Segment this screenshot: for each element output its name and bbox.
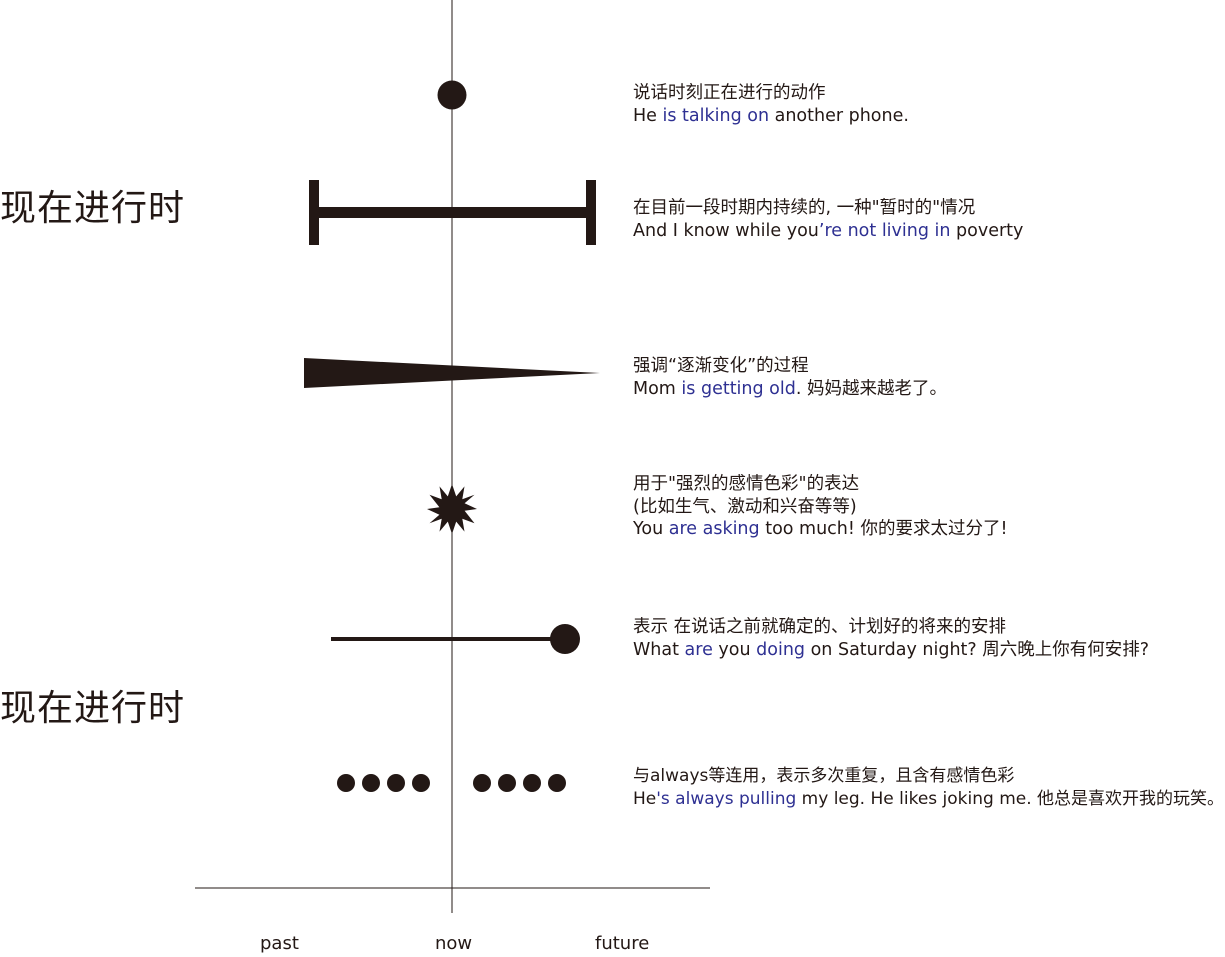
axis-label-now: now [435, 933, 473, 954]
usage-block-planned-future: 表示 在说话之前就确定的、计划好的将来的安排 What are you doin… [633, 616, 1149, 661]
present-moment-dot-icon [437, 80, 467, 110]
emotion-starburst-icon [427, 484, 477, 534]
usage-block-present-moment: 说话时刻正在进行的动作 He is talking on another pho… [633, 82, 909, 127]
usage-heading: 与always等连用，表示多次重复，且含有感情色彩 [633, 766, 1015, 786]
usage-example: And I know while you’re not living in po… [633, 220, 1024, 241]
usage-example: He is talking on another phone. [633, 105, 909, 126]
usage-example: Mom is getting old. 妈妈越来越老了。 [633, 378, 947, 399]
usage-heading-note: (比如生气、激动和兴奋等等) [633, 496, 857, 517]
planned-arrangement-icon [331, 624, 580, 654]
usage-heading: 说话时刻正在进行的动作 [633, 83, 826, 103]
usage-example: You are asking too much! 你的要求太过分了! [633, 519, 1008, 539]
section-title: 现在进行时 [0, 688, 186, 729]
axis-label-past: past [260, 933, 299, 954]
usage-example: What are you doing on Saturday night? 周六… [633, 639, 1150, 660]
usage-heading: 在目前一段时期内持续的, 一种"暂时的"情况 [633, 198, 976, 218]
usage-block-repeated-action: 与always等连用，表示多次重复，且含有感情色彩 He's always pu… [633, 765, 1224, 810]
gradual-change-wedge-icon [304, 358, 600, 388]
temporary-period-bracket-icon [309, 180, 596, 245]
usage-heading: 用于"强烈的感情色彩"的表达 [633, 474, 860, 494]
usage-example: He's always pulling my leg. He likes jok… [633, 788, 1225, 809]
usage-heading: 表示 在说话之前就确定的、计划好的将来的安排 [633, 617, 1007, 637]
axis-label-future: future [595, 933, 650, 954]
usage-block-temporary-period: 在目前一段时期内持续的, 一种"暂时的"情况 And I know while … [633, 197, 1023, 242]
usage-heading: 强调“逐渐变化”的过程 [633, 356, 809, 376]
repeated-action-dots-icon [337, 774, 566, 792]
usage-block-strong-emotion: 用于"强烈的感情色彩"的表达 (比如生气、激动和兴奋等等) You are as… [633, 473, 1008, 541]
section-title: 现在进行时 [0, 188, 186, 229]
usage-block-gradual-change: 强调“逐渐变化”的过程 Mom is getting old. 妈妈越来越老了。 [633, 355, 947, 400]
